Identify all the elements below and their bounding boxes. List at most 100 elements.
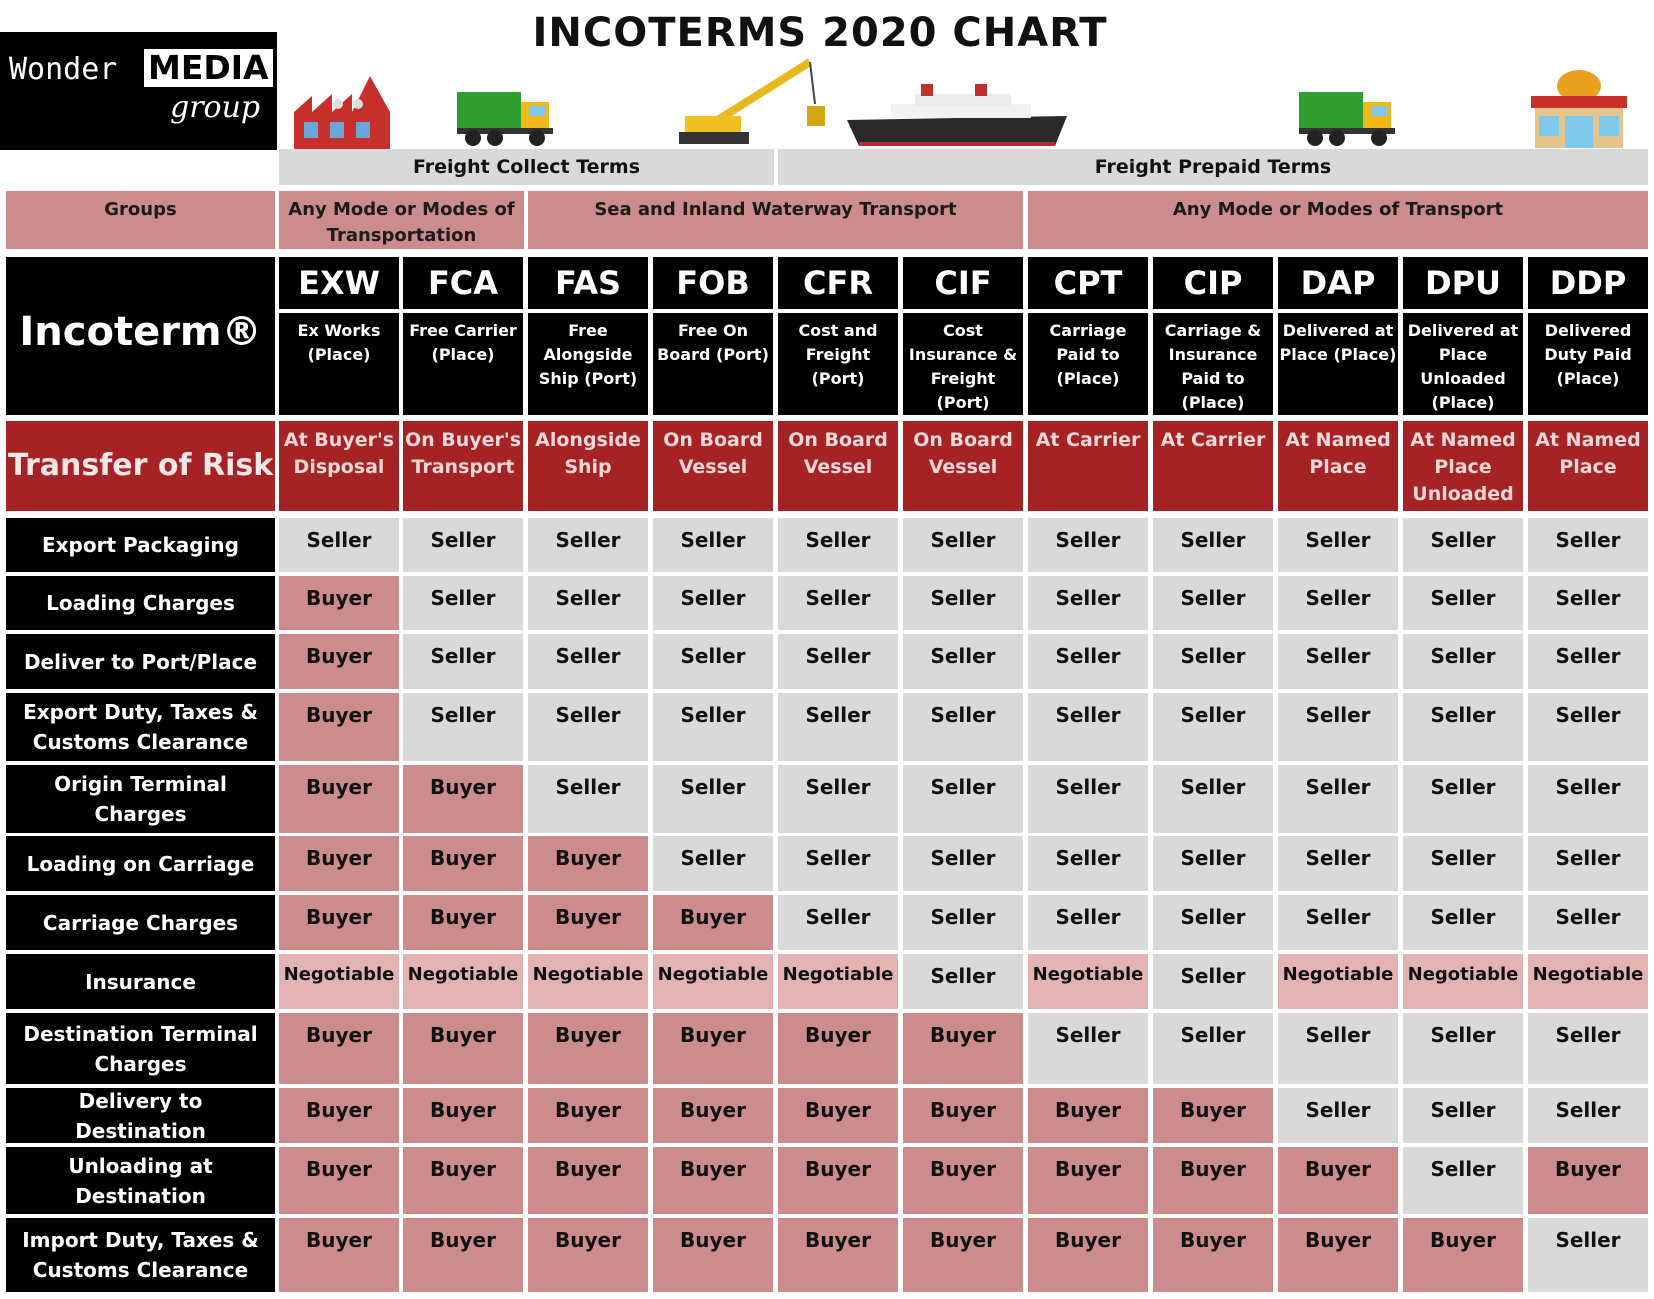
term-code: FAS	[528, 257, 648, 309]
responsibility-cell: Buyer	[903, 1088, 1023, 1143]
freight-prepaid-header: Freight Prepaid Terms	[778, 149, 1648, 185]
responsibility-cell: Buyer	[403, 1218, 523, 1292]
responsibility-cell: Seller	[1278, 693, 1398, 761]
responsibility-cell: Buyer	[279, 1147, 399, 1214]
responsibility-cell: Seller	[778, 765, 898, 833]
responsibility-cell: Seller	[1403, 693, 1523, 761]
group-any-mode-2: Any Mode or Modes of Transport	[1028, 191, 1648, 249]
responsibility-cell: Buyer	[528, 1013, 648, 1084]
responsibility-cell: Buyer	[653, 895, 773, 950]
responsibility-cell: Seller	[1028, 693, 1148, 761]
responsibility-cell: Negotiable	[653, 954, 773, 1009]
factory-icon	[294, 76, 390, 150]
responsibility-cell: Seller	[279, 518, 399, 572]
group-any-mode-1: Any Mode or Modes of Transportation	[279, 191, 524, 249]
responsibility-cell: Buyer	[1028, 1088, 1148, 1143]
responsibility-cell: Buyer	[279, 895, 399, 950]
responsibility-cell: Buyer	[403, 1088, 523, 1143]
responsibility-cell: Seller	[403, 634, 523, 689]
responsibility-cell: Buyer	[778, 1218, 898, 1292]
responsibility-cell: Buyer	[1153, 1218, 1273, 1292]
responsibility-cell: Seller	[903, 693, 1023, 761]
row-label: Loading Charges	[6, 576, 275, 630]
transfer-of-risk-value: On Board Vessel	[903, 421, 1023, 511]
term-code: CPT	[1028, 257, 1148, 309]
responsibility-cell: Negotiable	[528, 954, 648, 1009]
row-label: Origin Terminal Charges	[6, 765, 275, 833]
term-code: CFR	[778, 257, 898, 309]
responsibility-cell: Seller	[1528, 634, 1648, 689]
responsibility-cell: Buyer	[279, 836, 399, 891]
responsibility-cell: Seller	[1528, 765, 1648, 833]
ship-icon	[847, 84, 1067, 146]
responsibility-cell: Seller	[653, 518, 773, 572]
row-label: Export Packaging	[6, 518, 275, 572]
row-label: Destination Terminal Charges	[6, 1013, 275, 1084]
responsibility-cell: Seller	[1278, 836, 1398, 891]
responsibility-cell: Buyer	[279, 576, 399, 630]
responsibility-cell: Seller	[903, 895, 1023, 950]
responsibility-cell: Seller	[1528, 1013, 1648, 1084]
responsibility-cell: Seller	[1028, 518, 1148, 572]
transfer-of-risk-value: Alongside Ship	[528, 421, 648, 511]
responsibility-cell: Seller	[1528, 836, 1648, 891]
term-code: DPU	[1403, 257, 1523, 309]
responsibility-cell: Seller	[1153, 836, 1273, 891]
transfer-of-risk-value: At Named Place	[1528, 421, 1648, 511]
responsibility-cell: Buyer	[403, 836, 523, 891]
responsibility-cell: Buyer	[403, 895, 523, 950]
responsibility-cell: Buyer	[279, 693, 399, 761]
responsibility-cell: Buyer	[279, 1088, 399, 1143]
responsibility-cell: Buyer	[778, 1088, 898, 1143]
responsibility-cell: Buyer	[528, 1088, 648, 1143]
responsibility-cell: Seller	[653, 836, 773, 891]
responsibility-cell: Buyer	[528, 1218, 648, 1292]
transfer-of-risk-value: On Buyer's Transport	[403, 421, 523, 511]
responsibility-cell: Buyer	[653, 1013, 773, 1084]
responsibility-cell: Seller	[1153, 518, 1273, 572]
term-description: Free On Board (Port)	[653, 313, 773, 415]
responsibility-cell: Negotiable	[1028, 954, 1148, 1009]
responsibility-cell: Seller	[1528, 576, 1648, 630]
responsibility-cell: Seller	[1278, 765, 1398, 833]
responsibility-cell: Buyer	[403, 765, 523, 833]
responsibility-cell: Seller	[528, 576, 648, 630]
term-description: Free Alongside Ship (Port)	[528, 313, 648, 415]
responsibility-cell: Buyer	[403, 1147, 523, 1214]
responsibility-cell: Seller	[778, 693, 898, 761]
responsibility-cell: Seller	[1153, 765, 1273, 833]
responsibility-cell: Seller	[1028, 634, 1148, 689]
responsibility-cell: Seller	[403, 693, 523, 761]
responsibility-cell: Seller	[903, 954, 1023, 1009]
responsibility-cell: Negotiable	[1403, 954, 1523, 1009]
responsibility-cell: Seller	[903, 518, 1023, 572]
responsibility-cell: Buyer	[1028, 1147, 1148, 1214]
responsibility-cell: Seller	[903, 765, 1023, 833]
responsibility-cell: Buyer	[1278, 1218, 1398, 1292]
transfer-of-risk-value: At Carrier	[1153, 421, 1273, 511]
responsibility-cell: Seller	[1528, 693, 1648, 761]
responsibility-cell: Seller	[1278, 1088, 1398, 1143]
responsibility-cell: Seller	[1153, 895, 1273, 950]
responsibility-cell: Seller	[1403, 1147, 1523, 1214]
term-description: Cost and Freight (Port)	[778, 313, 898, 415]
responsibility-cell: Negotiable	[403, 954, 523, 1009]
responsibility-cell: Buyer	[1153, 1147, 1273, 1214]
responsibility-cell: Seller	[903, 836, 1023, 891]
responsibility-cell: Buyer	[778, 1147, 898, 1214]
logo-word-wonder: Wonder	[9, 52, 118, 87]
row-label: Unloading at Destination	[6, 1147, 275, 1214]
responsibility-cell: Seller	[528, 518, 648, 572]
responsibility-cell: Seller	[1153, 576, 1273, 630]
responsibility-cell: Buyer	[903, 1147, 1023, 1214]
responsibility-cell: Seller	[528, 765, 648, 833]
responsibility-cell: Seller	[653, 634, 773, 689]
responsibility-cell: Buyer	[279, 634, 399, 689]
responsibility-cell: Negotiable	[778, 954, 898, 1009]
responsibility-cell: Seller	[1403, 634, 1523, 689]
responsibility-cell: Seller	[778, 576, 898, 630]
transfer-of-risk-value: At Buyer's Disposal	[279, 421, 399, 511]
responsibility-cell: Seller	[528, 693, 648, 761]
groups-label: Groups	[6, 191, 275, 249]
truck-icon	[1299, 92, 1395, 146]
